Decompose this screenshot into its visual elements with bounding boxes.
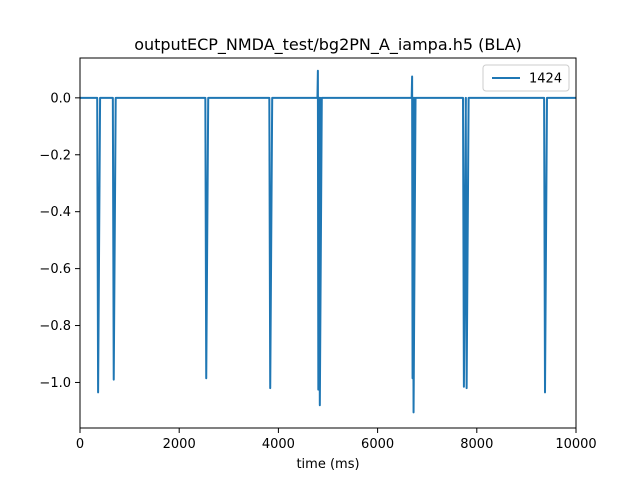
series-line-0 <box>80 69 576 414</box>
legend-label: 1424 <box>529 72 562 87</box>
x-axis-label: time (ms) <box>296 457 359 472</box>
x-tick-label: 2000 <box>163 437 196 452</box>
chart-title: outputECP_NMDA_test/bg2PN_A_iampa.h5 (BL… <box>134 35 522 55</box>
y-tick-label: −0.8 <box>39 319 71 334</box>
legend-box <box>482 64 570 92</box>
x-tick-label: 8000 <box>460 437 493 452</box>
x-axis: 0 2000 4000 6000 8000 10000 <box>76 428 597 452</box>
plot-area <box>79 57 577 429</box>
y-axis: 0.0 −0.2 −0.4 −0.6 −0.8 −1.0 <box>39 91 80 391</box>
y-tick-label: −0.4 <box>39 205 71 220</box>
plot-frame <box>79 57 577 429</box>
legend: 1424 <box>482 64 570 92</box>
x-tick-label: 6000 <box>361 437 394 452</box>
y-tick-label: −0.2 <box>39 148 71 163</box>
x-tick-label: 4000 <box>262 437 295 452</box>
y-tick-label: −1.0 <box>39 376 71 391</box>
x-tick-label: 10000 <box>555 437 596 452</box>
y-tick-label: −0.6 <box>39 262 71 277</box>
x-tick-label: 0 <box>76 437 84 452</box>
y-tick-label: 0.0 <box>50 91 71 106</box>
